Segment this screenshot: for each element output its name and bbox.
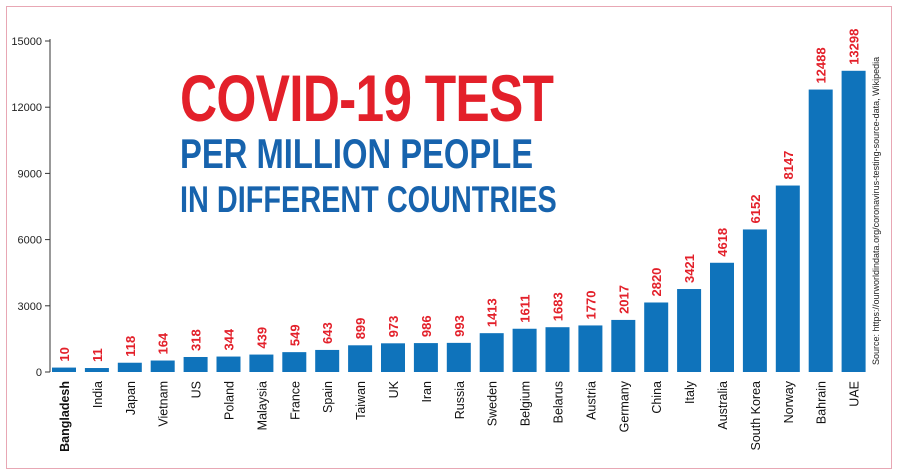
bar	[545, 327, 570, 372]
data-label: 8147	[781, 151, 796, 180]
category-label: South Korea	[749, 381, 763, 451]
data-label: 13298	[847, 29, 862, 65]
category-label: Italy	[683, 380, 697, 404]
bar	[249, 354, 274, 372]
data-label: 993	[452, 315, 467, 337]
data-labels: 10 11 118 164 318 344 439 549 643 899 973 986 993 141…	[57, 29, 862, 362]
data-label: 12488	[814, 47, 829, 83]
category-label: Bangladesh	[58, 381, 72, 452]
bars	[52, 70, 866, 373]
data-label: 2017	[616, 285, 631, 314]
bar	[413, 343, 438, 372]
bar	[512, 328, 537, 372]
category-label: Belgium	[519, 381, 533, 426]
bar	[742, 229, 767, 372]
data-label: 1413	[485, 298, 500, 327]
category-label: Japan	[124, 381, 138, 415]
bar	[282, 352, 307, 372]
category-label: Bahrain	[815, 381, 829, 424]
bar	[183, 356, 208, 372]
x-axis-labels: Bangladesh India Japan Vietnam US Poland Malay…	[58, 380, 862, 452]
data-label: 118	[123, 336, 138, 357]
bar	[775, 185, 800, 372]
data-label: 643	[320, 322, 335, 344]
bar	[150, 360, 175, 372]
data-label: 6152	[748, 195, 763, 224]
category-label: Iran	[420, 381, 434, 403]
bar	[381, 343, 405, 372]
bar	[348, 345, 373, 372]
category-label: Belarus	[552, 381, 566, 423]
category-label: UK	[387, 380, 401, 398]
data-label: 1683	[551, 292, 566, 321]
bar	[117, 362, 142, 372]
category-label: UAE	[848, 381, 862, 407]
data-label: 1770	[583, 291, 598, 320]
bar	[578, 325, 603, 372]
data-label: 4618	[715, 228, 730, 257]
data-label: 164	[156, 332, 171, 354]
category-label: Taiwan	[354, 381, 368, 420]
category-label: Poland	[223, 381, 237, 420]
data-label: 986	[419, 315, 434, 337]
y-tick-label: 3000	[18, 301, 42, 313]
data-label: 899	[353, 318, 368, 340]
y-tick-label: 15000	[11, 36, 42, 48]
bar	[84, 368, 109, 372]
data-label: 10	[57, 347, 72, 361]
category-label: Sweden	[486, 381, 500, 426]
source-note: Source: https://ourworldindata.org/coron…	[871, 56, 881, 365]
category-label: Vietnam	[157, 381, 171, 427]
category-label: India	[91, 381, 105, 408]
data-label: 549	[287, 324, 302, 346]
category-label: US	[190, 381, 204, 398]
category-label: Austria	[584, 381, 598, 420]
category-label: Russia	[453, 381, 467, 419]
y-axis: 0 3000 6000 9000 12000 15000	[11, 36, 51, 379]
data-label: 973	[386, 316, 401, 338]
bar	[808, 89, 833, 373]
bar	[841, 70, 866, 372]
chart-frame	[6, 6, 892, 469]
y-tick-label: 0	[36, 367, 42, 379]
category-label: France	[288, 381, 302, 420]
y-tick-label: 9000	[18, 168, 42, 180]
bar	[216, 356, 241, 372]
y-tick-label: 6000	[18, 235, 42, 247]
bar	[611, 319, 636, 372]
category-label: China	[650, 381, 664, 414]
data-label: 1611	[518, 295, 533, 323]
category-label: Germany	[617, 380, 631, 432]
data-label: 344	[222, 328, 237, 350]
data-label: 318	[189, 329, 204, 351]
bar	[446, 342, 471, 372]
bar	[644, 302, 669, 372]
bar	[479, 333, 504, 372]
category-label: Spain	[321, 381, 335, 413]
bar	[710, 262, 734, 372]
headline-line-2: PER MILLION PEOPLE	[180, 130, 534, 177]
data-label: 439	[254, 327, 269, 349]
category-label: Malaysia	[255, 381, 269, 430]
bar	[315, 349, 340, 372]
y-tick-label: 12000	[11, 102, 42, 114]
category-label: Australia	[716, 381, 730, 430]
bar	[677, 289, 702, 372]
data-label: 2820	[649, 268, 664, 297]
data-label: 3421	[682, 254, 697, 283]
bar	[52, 367, 76, 372]
data-label: 11	[90, 348, 105, 362]
category-label: Norway	[782, 380, 796, 423]
